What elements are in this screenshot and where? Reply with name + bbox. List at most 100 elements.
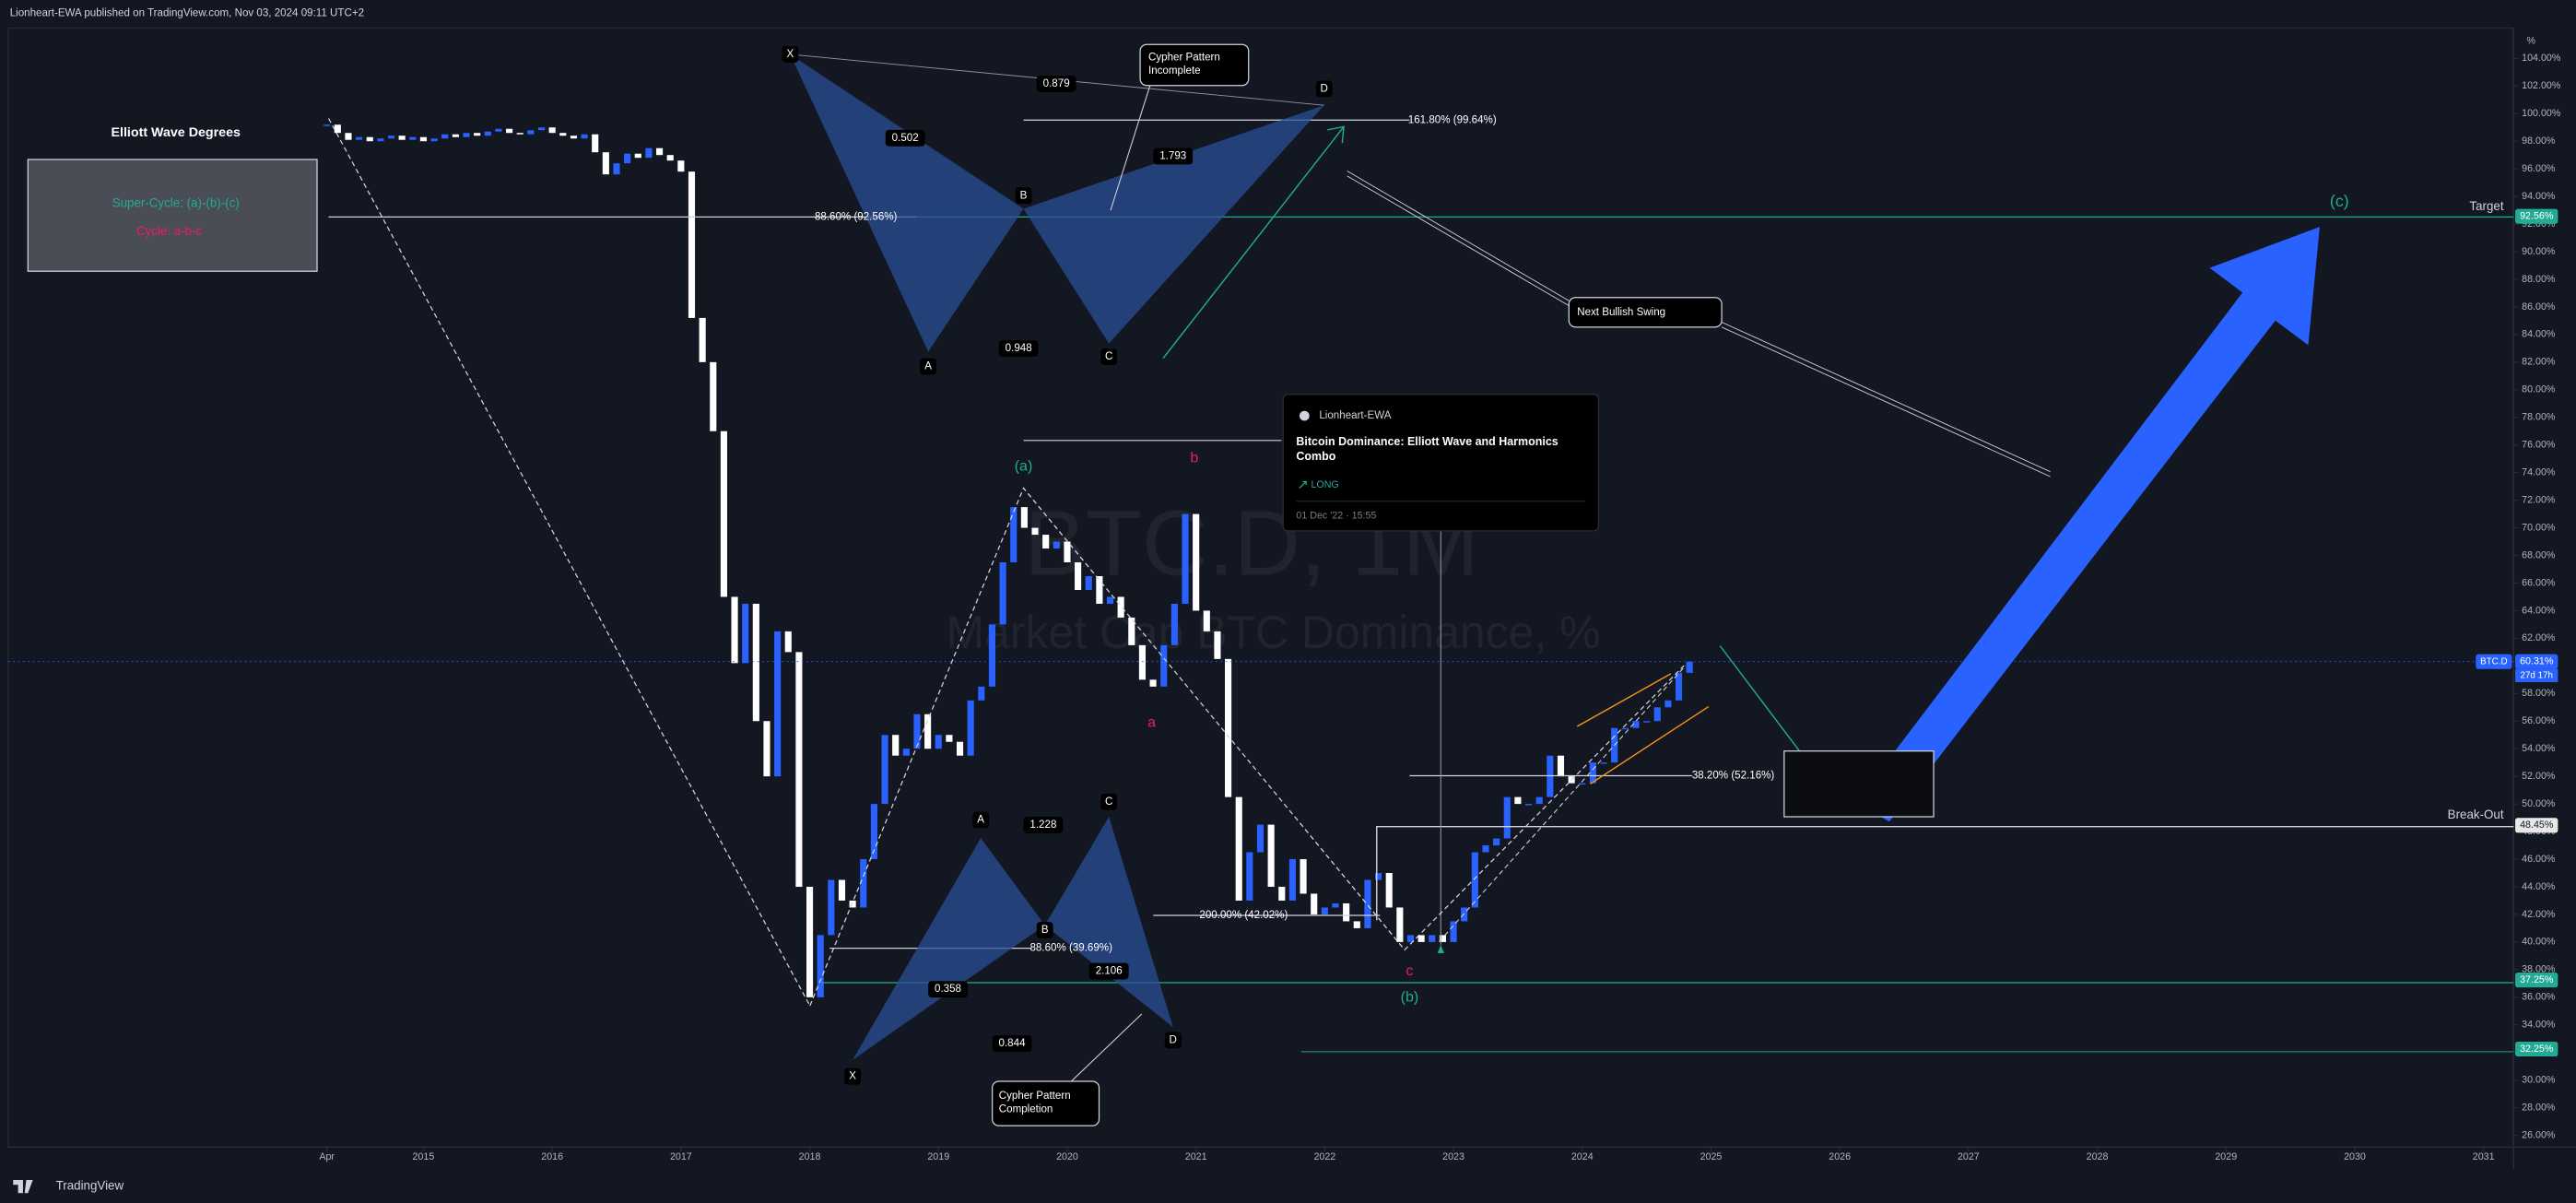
x-tick-label: 2029 — [2215, 1151, 2237, 1162]
y-tick-label: 94.00% — [2522, 191, 2556, 202]
pattern-point: B — [1020, 190, 1028, 201]
price-tag — [2515, 818, 2558, 833]
axes: 26.00%28.00%30.00%32.00%34.00%36.00%38.0… — [7, 53, 2561, 1162]
candle — [1429, 935, 1436, 942]
candle — [1686, 661, 1693, 673]
pattern-point: X — [787, 49, 794, 60]
arrow — [1162, 125, 1345, 360]
candle — [892, 735, 900, 756]
y-tick-label: 42.00% — [2522, 909, 2556, 920]
candle — [1493, 838, 1500, 846]
axis-unit: % — [2527, 35, 2536, 46]
y-tick-label: 74.00% — [2522, 466, 2556, 478]
plot-area — [7, 27, 2514, 1148]
candle — [763, 721, 770, 777]
y-tick-label: 34.00% — [2522, 1020, 2556, 1031]
candle — [484, 131, 491, 136]
candle — [1075, 562, 1082, 590]
callout-box — [992, 1080, 1100, 1126]
wave-path — [327, 118, 811, 1007]
candle — [1396, 907, 1404, 942]
price-tag — [2515, 654, 2558, 669]
candle — [334, 124, 341, 134]
candle — [1138, 644, 1147, 680]
candle — [452, 134, 459, 137]
pattern-ratio: 0.358 — [935, 984, 961, 995]
x-tick-label: 2017 — [670, 1151, 692, 1162]
candle — [924, 714, 932, 749]
candle — [1406, 935, 1415, 942]
candles — [323, 124, 1693, 997]
y-tick-label: 90.00% — [2522, 246, 2556, 257]
y-tick-label: 84.00% — [2522, 329, 2556, 340]
pattern-point: D — [1321, 83, 1328, 94]
countdown: 27d 17h — [2521, 670, 2553, 680]
y-tick-label: 58.00% — [2522, 688, 2556, 699]
arrow-head — [1327, 125, 1345, 144]
candle — [602, 152, 609, 175]
candle — [1514, 796, 1522, 805]
candle — [1600, 762, 1607, 764]
candle — [1010, 507, 1017, 563]
candle — [1042, 535, 1050, 549]
candle — [345, 133, 352, 140]
candle — [592, 134, 599, 153]
y-tick-label: 30.00% — [2522, 1074, 2556, 1085]
target-label: Target — [2469, 199, 2503, 213]
y-tick-label: 52.00% — [2522, 771, 2556, 782]
y-tick-label: 100.00% — [2522, 108, 2561, 119]
y-tick-label: 66.00% — [2522, 577, 2556, 588]
candle — [1653, 707, 1661, 722]
candle — [881, 735, 888, 805]
candle — [860, 859, 867, 908]
candle — [527, 130, 535, 135]
y-tick-label: 80.00% — [2522, 384, 2556, 395]
y-tick-label: 102.00% — [2522, 80, 2561, 91]
candle — [742, 603, 749, 664]
x-tick-label: 2018 — [799, 1151, 821, 1162]
candle — [1353, 921, 1360, 928]
callout-box — [1568, 297, 1723, 328]
pattern-ratio: 0.502 — [892, 133, 919, 144]
channel-line — [1576, 673, 1672, 727]
candle — [1589, 762, 1596, 784]
candle — [634, 153, 641, 159]
candle — [323, 124, 331, 126]
x-tick-label: 2030 — [2344, 1151, 2366, 1162]
x-tick-label: 2024 — [1571, 1151, 1594, 1162]
candle — [774, 631, 782, 777]
candle — [1439, 935, 1446, 942]
x-tick-label: 2022 — [1313, 1151, 1335, 1162]
candle — [1300, 859, 1307, 894]
candle — [688, 171, 696, 318]
candle — [1064, 541, 1071, 563]
wave-label: (b) — [1401, 988, 1419, 1005]
y-tick-label: 82.00% — [2522, 357, 2556, 368]
top-pattern-points: X A B C D 0.879 0.502 1.793 0.948 — [782, 46, 1333, 375]
fib-label: 88.60% (92.56%) — [815, 211, 898, 222]
brand: TradingView — [56, 1179, 124, 1193]
candle — [516, 133, 523, 135]
candle — [570, 136, 577, 139]
candle — [1643, 721, 1651, 723]
y-tick-label: 98.00% — [2522, 136, 2556, 147]
candle — [624, 153, 631, 164]
pattern-leg — [853, 838, 1045, 1060]
candle — [474, 133, 481, 136]
price-tag-label: 92.56% — [2520, 211, 2554, 222]
candle — [1203, 610, 1210, 631]
candle — [795, 652, 803, 887]
candle — [699, 317, 706, 362]
candle — [1664, 700, 1672, 708]
y-tick-label: 28.00% — [2522, 1102, 2556, 1113]
candle — [1278, 886, 1286, 901]
y-tick-label: 72.00% — [2522, 494, 2556, 505]
candle — [1621, 727, 1629, 730]
channel-line — [1439, 665, 1687, 942]
x-tick-label: 2023 — [1442, 1151, 1464, 1162]
y-tick-label: 104.00% — [2522, 53, 2561, 64]
candle — [806, 886, 814, 997]
idea-card[interactable] — [1282, 394, 1600, 532]
brand-logo — [13, 1179, 33, 1194]
